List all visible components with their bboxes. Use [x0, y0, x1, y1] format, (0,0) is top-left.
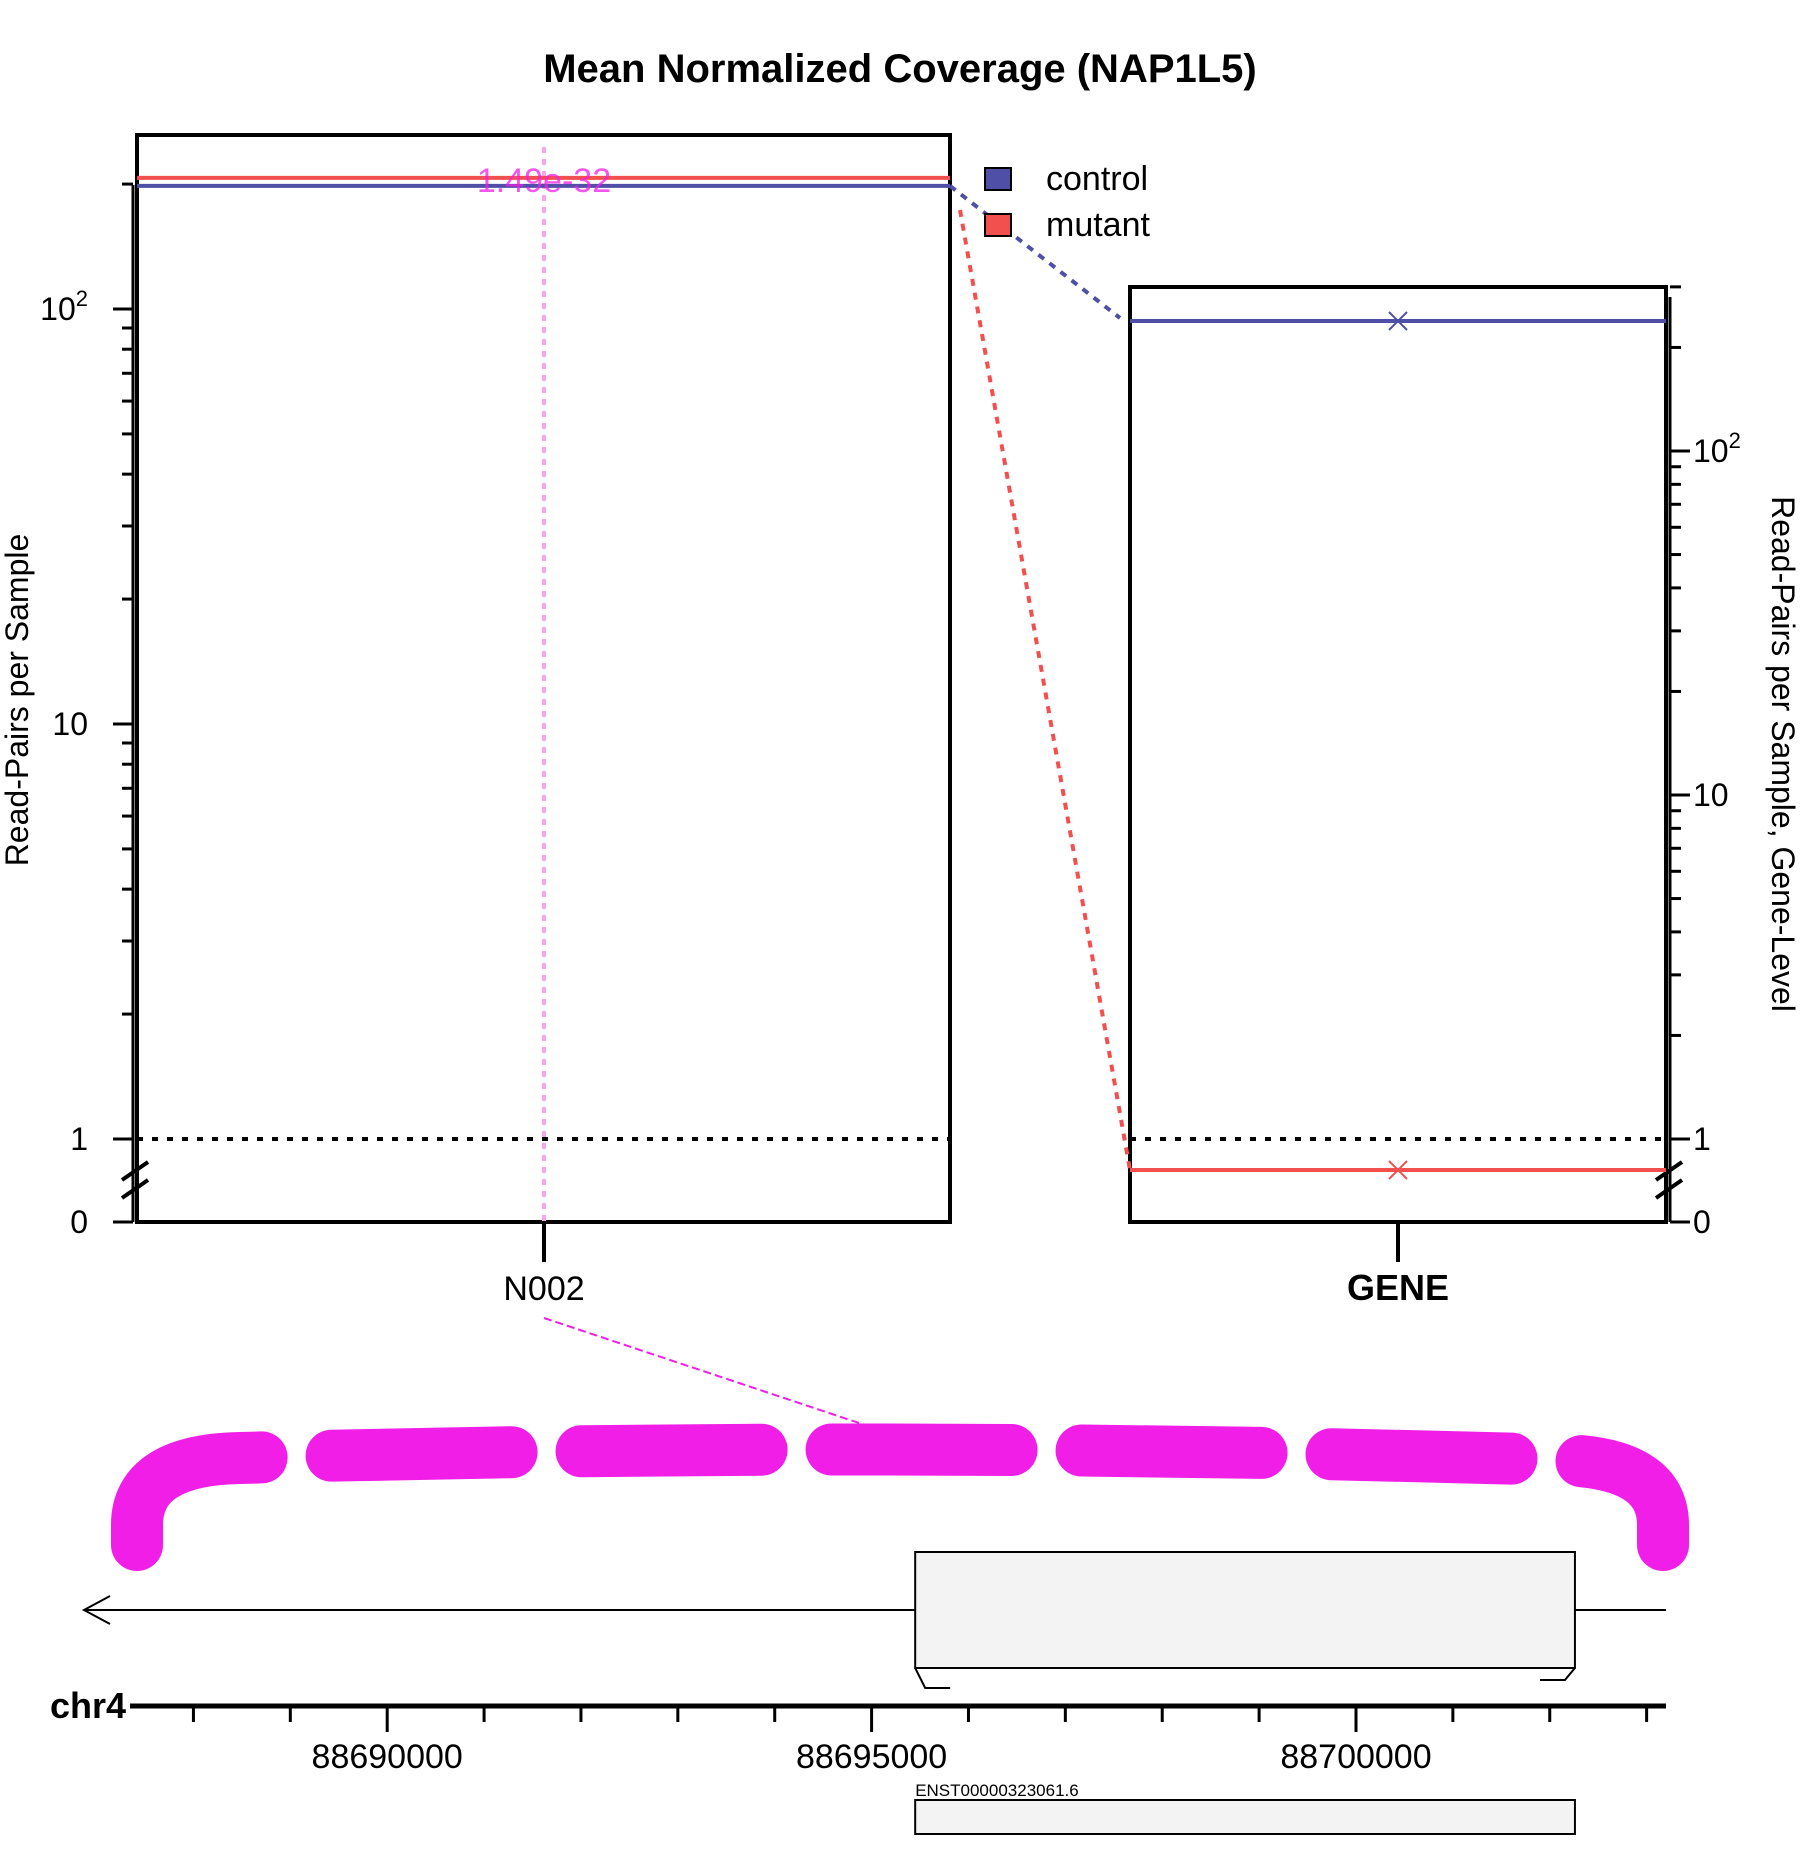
strand-arrow-icon	[81, 1595, 111, 1625]
right-y-tick-label: 10	[1693, 777, 1729, 813]
legend-label-control: control	[1046, 160, 1148, 198]
right-y-tick-label: 1	[1693, 1121, 1711, 1157]
transcript-box	[914, 1799, 1576, 1835]
right-x-tick-label: GENE	[1347, 1267, 1449, 1308]
genomic-tick-label: 88690000	[312, 1738, 463, 1776]
left-y-tick-label: 1	[70, 1121, 88, 1157]
series-point-mutant	[1388, 1160, 1408, 1180]
genomic-tick-label: 88700000	[1280, 1738, 1431, 1776]
genomic-tick-label: 88695000	[796, 1738, 947, 1776]
series-point-control	[1388, 311, 1408, 331]
left-x-tick-label: N002	[503, 1270, 584, 1308]
right-y-tick-label: 0	[1693, 1204, 1711, 1240]
connector-mutant	[958, 209, 1132, 1171]
chart-title: Mean Normalized Coverage (NAP1L5)	[543, 47, 1257, 91]
left-y-tick-label: 102	[40, 286, 88, 327]
connector-highlight	[543, 1317, 881, 1431]
legend-label-mutant: mutant	[1046, 206, 1150, 244]
right-y-tick-label: 102	[1693, 428, 1741, 469]
highlight-region-bracket	[111, 1423, 1689, 1571]
exon-bracket	[914, 1667, 951, 1689]
left-y-tick-label: 0	[70, 1204, 88, 1240]
pvalue-annotation: 1.49e-32	[477, 162, 611, 200]
right-y-axis-label: Read-Pairs per Sample, Gene-Level	[1765, 496, 1800, 1012]
legend-swatch-mutant	[984, 213, 1012, 237]
gene-track: chr4 88690000 88695000 88700000 ENST00000323…	[50, 1423, 1689, 1835]
left-y-axis-label: Read-Pairs per Sample	[0, 534, 35, 867]
left-y-tick-label: 10	[52, 706, 88, 742]
chromosome-label: chr4	[50, 1685, 126, 1726]
axis-break-mark	[120, 1160, 150, 1182]
right-plot-frame	[1128, 285, 1668, 1224]
transcript-label: ENST00000323061.6	[915, 1781, 1079, 1800]
axis-break-mark	[1654, 1160, 1684, 1182]
axis-break-mark	[1654, 1178, 1684, 1200]
legend: control mutant	[984, 160, 1150, 244]
right-panel: 0 1 10 102 Read-Pairs per Sample, Gene-Level…	[1128, 285, 1800, 1308]
panel-connectors	[543, 184, 1132, 1431]
exon-box	[914, 1551, 1576, 1669]
axis-break-mark	[120, 1178, 150, 1200]
legend-swatch-control	[984, 167, 1012, 191]
left-panel: 0 1 10 102 Read-Pairs per Sample N002 1.49e-32	[0, 133, 952, 1308]
exon-bracket	[1539, 1667, 1576, 1681]
